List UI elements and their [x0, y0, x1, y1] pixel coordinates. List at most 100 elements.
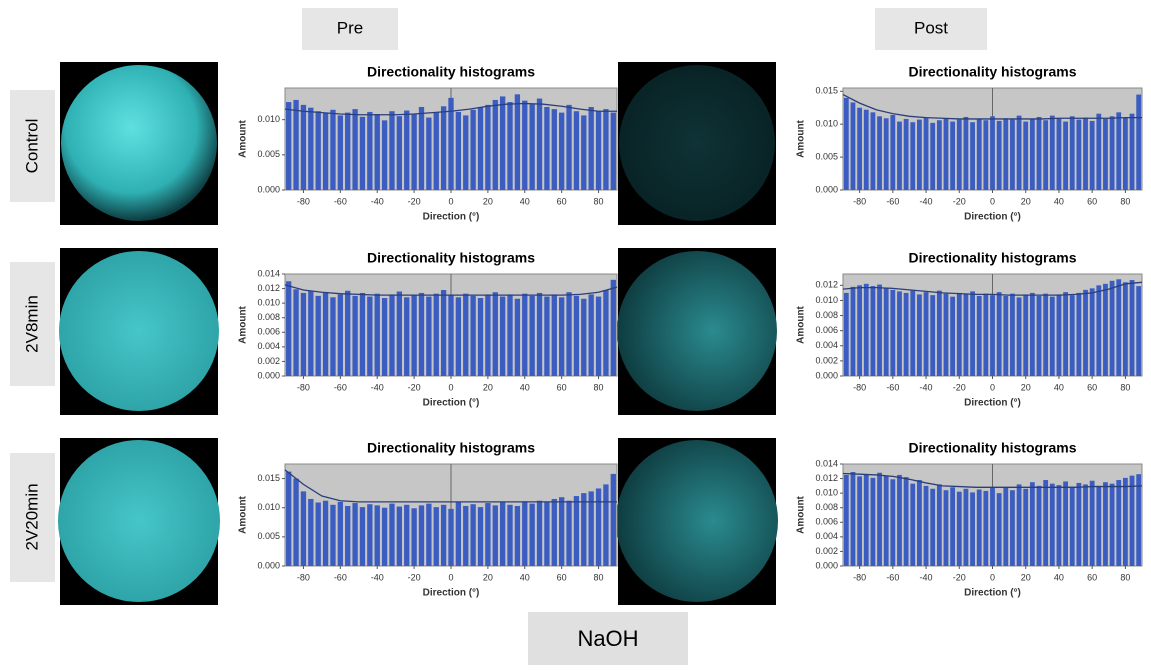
y-tick-label: 0.000	[815, 370, 838, 380]
bar	[1103, 119, 1108, 190]
bar	[493, 100, 498, 190]
bar	[345, 291, 350, 376]
bar	[970, 492, 975, 566]
bar	[997, 121, 1002, 190]
bar	[1057, 485, 1062, 566]
x-tick-label: 60	[1087, 572, 1097, 582]
bar	[1076, 483, 1081, 566]
bar	[367, 297, 372, 376]
bar	[1050, 297, 1055, 376]
bar	[301, 293, 306, 376]
x-tick-label: 60	[1087, 196, 1097, 206]
bar	[441, 505, 446, 566]
bar	[596, 111, 601, 190]
bar	[330, 505, 335, 566]
x-tick-label: 80	[1120, 572, 1130, 582]
bar	[515, 299, 520, 376]
x-tick-label: 60	[1087, 382, 1097, 392]
bar	[456, 502, 461, 566]
bar	[1010, 490, 1015, 566]
x-tick-label: 60	[557, 382, 567, 392]
y-axis-label: Amount	[238, 305, 249, 343]
bar	[375, 505, 380, 566]
bar	[411, 114, 416, 190]
bar	[1057, 118, 1062, 190]
x-tick-label: -80	[853, 196, 866, 206]
bar	[493, 292, 498, 376]
x-tick-label: -60	[886, 382, 899, 392]
bar	[1116, 112, 1121, 190]
x-tick-label: -80	[297, 196, 310, 206]
bar	[1023, 122, 1028, 190]
y-tick-label: 0.002	[815, 355, 838, 365]
x-tick-label: -40	[920, 196, 933, 206]
bar	[844, 293, 849, 376]
x-tick-label: -40	[371, 382, 384, 392]
bar	[924, 486, 929, 566]
y-tick-label: 0.012	[815, 280, 838, 290]
y-axis-label: Amount	[796, 495, 807, 533]
bar	[529, 296, 534, 376]
bar	[1023, 294, 1028, 376]
bar	[970, 291, 975, 376]
x-tick-label: 20	[1021, 196, 1031, 206]
bar	[1110, 281, 1115, 376]
image-sample	[58, 440, 220, 602]
bar	[1076, 120, 1081, 190]
bar	[964, 117, 969, 190]
y-tick-label: 0.002	[257, 356, 280, 366]
bar	[1110, 116, 1115, 190]
bar	[1063, 481, 1068, 566]
bar	[877, 285, 882, 376]
bar	[382, 508, 387, 566]
y-tick-label: 0.010	[815, 119, 838, 129]
bar	[1116, 279, 1121, 376]
bar	[470, 504, 475, 566]
bar	[559, 113, 564, 190]
bar	[286, 472, 291, 566]
x-tick-label: -80	[853, 572, 866, 582]
x-axis-label: Direction (°)	[964, 212, 1021, 223]
bar	[1130, 280, 1135, 376]
bar	[944, 294, 949, 376]
bar	[897, 475, 902, 566]
y-axis-label: Amount	[796, 119, 807, 157]
bar	[1130, 114, 1135, 190]
bar	[1003, 487, 1008, 566]
bar	[375, 294, 380, 376]
y-tick-label: 0.008	[257, 312, 280, 322]
bar	[529, 104, 534, 190]
x-tick-label: -40	[371, 196, 384, 206]
bar	[566, 292, 571, 376]
column-label: Pre	[337, 18, 363, 37]
bar	[897, 122, 902, 190]
bar	[485, 294, 490, 376]
bar	[522, 101, 527, 190]
bar	[864, 474, 869, 566]
bar	[1050, 116, 1055, 190]
bar	[1136, 95, 1141, 190]
bar	[611, 474, 616, 566]
bar	[404, 297, 409, 376]
y-tick-label: 0.000	[815, 560, 838, 570]
x-tick-label: -60	[334, 572, 347, 582]
bar	[1083, 118, 1088, 190]
bar	[360, 293, 365, 376]
bar	[470, 110, 475, 190]
x-tick-label: 0	[448, 382, 453, 392]
bar	[360, 507, 365, 566]
bar	[500, 297, 505, 376]
bar	[910, 291, 915, 376]
bar	[463, 115, 468, 190]
row-label: 2V8min	[22, 295, 41, 353]
bar	[1003, 118, 1008, 190]
x-tick-label: 20	[483, 196, 493, 206]
x-tick-label: -20	[953, 572, 966, 582]
bar	[917, 120, 922, 190]
x-tick-label: 40	[1054, 572, 1064, 582]
bar	[977, 490, 982, 567]
bar	[544, 107, 549, 190]
x-tick-label: -80	[297, 382, 310, 392]
bar	[308, 499, 313, 566]
bar	[864, 110, 869, 190]
